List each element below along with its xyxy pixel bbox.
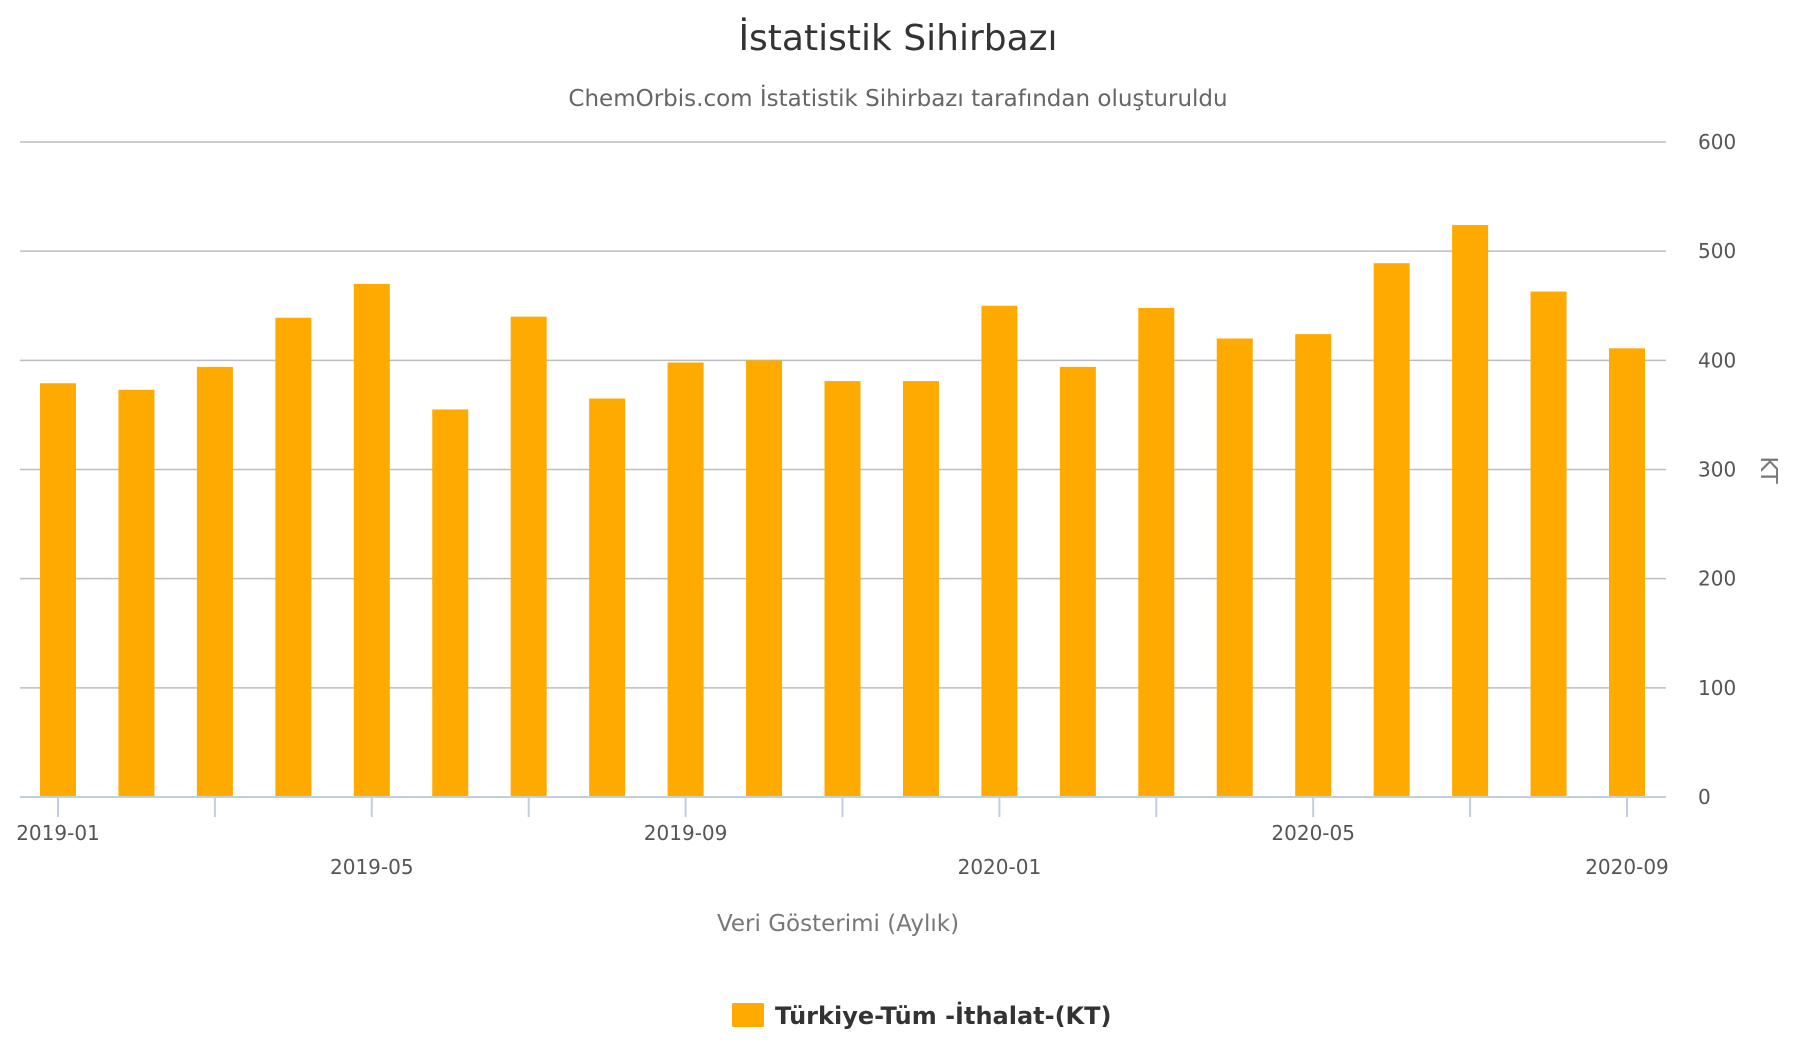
bar-2020-07[interactable] xyxy=(1452,224,1489,797)
bar-2020-09[interactable] xyxy=(1609,348,1645,797)
bar-2019-11[interactable] xyxy=(824,381,861,797)
x-tick-label: 2020-05 xyxy=(1271,821,1355,845)
chart-subtitle: ChemOrbis.com İstatistik Sihirbazı taraf… xyxy=(568,84,1227,112)
x-axis: 2019-01 2019-05 2019-09 2020-01 2020-05 2020-… xyxy=(16,796,1669,879)
y-axis-title: KT xyxy=(1755,456,1781,484)
bar-2019-03[interactable] xyxy=(196,366,233,797)
bar-2020-04[interactable] xyxy=(1216,338,1253,798)
y-axis: 0 100 200 300 400 500 600 xyxy=(1698,130,1736,809)
bar-2019-09[interactable] xyxy=(667,362,704,797)
x-tick-label: 2020-01 xyxy=(958,855,1042,879)
y-tick-label: 400 xyxy=(1698,348,1736,372)
bar-2019-07[interactable] xyxy=(510,316,547,797)
bars xyxy=(40,224,1645,798)
legend[interactable]: Türkiye-Tüm -İthalat-(KT) xyxy=(732,1001,1112,1030)
bar-2019-06[interactable] xyxy=(432,409,469,797)
bar-2020-08[interactable] xyxy=(1530,291,1567,797)
x-tick-label: 2020-09 xyxy=(1585,855,1669,879)
y-tick-label: 0 xyxy=(1698,785,1711,809)
y-tick-label: 100 xyxy=(1698,676,1736,700)
y-tick-label: 500 xyxy=(1698,239,1736,263)
chart-title: İstatistik Sihirbazı xyxy=(738,17,1057,59)
legend-swatch xyxy=(732,1003,764,1027)
bar-2020-03[interactable] xyxy=(1138,307,1175,797)
bar-2020-05[interactable] xyxy=(1295,334,1332,797)
bar-2020-02[interactable] xyxy=(1059,366,1096,797)
bar-2019-02[interactable] xyxy=(118,389,155,797)
x-tick-label: 2019-09 xyxy=(644,821,728,845)
bar-2019-05[interactable] xyxy=(353,283,390,798)
y-tick-label: 300 xyxy=(1698,458,1736,482)
y-tick-label: 200 xyxy=(1698,567,1736,591)
legend-label: Türkiye-Tüm -İthalat-(KT) xyxy=(775,1001,1112,1030)
x-tick-label: 2019-05 xyxy=(330,855,414,879)
bar-2019-10[interactable] xyxy=(746,360,783,797)
x-axis-title: Veri Gösterimi (Aylık) xyxy=(717,911,959,937)
bar-2019-08[interactable] xyxy=(589,398,626,797)
bar-2019-01[interactable] xyxy=(40,383,76,797)
bar-2020-06[interactable] xyxy=(1373,263,1410,797)
bar-2019-04[interactable] xyxy=(275,317,312,797)
bar-2020-01[interactable] xyxy=(981,305,1018,797)
y-tick-label: 600 xyxy=(1698,130,1736,154)
x-tick-label: 2019-01 xyxy=(16,821,100,845)
bar-2019-12[interactable] xyxy=(902,381,939,797)
